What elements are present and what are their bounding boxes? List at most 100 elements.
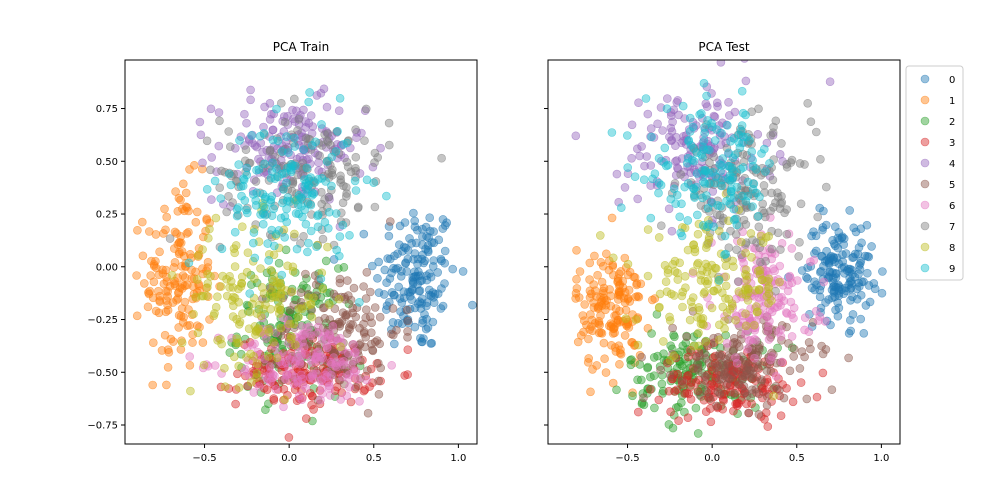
point	[299, 342, 309, 352]
point	[854, 243, 864, 252]
point	[240, 196, 250, 205]
point	[668, 259, 678, 269]
point	[214, 108, 224, 117]
point	[294, 304, 304, 313]
point	[159, 229, 168, 238]
point	[682, 332, 692, 342]
point	[210, 176, 220, 186]
point	[266, 198, 275, 207]
point	[273, 136, 283, 146]
point	[755, 340, 764, 350]
point	[738, 108, 748, 118]
point	[629, 272, 639, 282]
point	[666, 289, 676, 299]
point	[627, 120, 637, 130]
point	[138, 251, 148, 261]
point	[733, 277, 743, 286]
point	[302, 323, 311, 333]
point	[743, 344, 752, 354]
point	[238, 222, 247, 231]
point	[307, 312, 317, 322]
point	[290, 340, 300, 350]
point	[827, 385, 837, 395]
x-tick-label: −0.5	[192, 453, 216, 464]
chart-title: PCA Train	[273, 40, 329, 54]
point	[268, 125, 278, 135]
point	[597, 277, 607, 287]
point	[163, 362, 173, 372]
point	[742, 366, 752, 375]
point	[789, 313, 798, 323]
point	[251, 177, 261, 186]
point	[204, 233, 213, 243]
point	[335, 232, 345, 241]
point	[302, 274, 311, 283]
series-6	[688, 213, 830, 381]
point	[721, 281, 731, 291]
legend-label: 7	[949, 222, 955, 233]
point	[258, 219, 268, 229]
point	[294, 312, 303, 322]
point	[400, 371, 410, 380]
point	[184, 258, 194, 268]
point	[729, 333, 739, 343]
point	[620, 331, 630, 340]
point	[765, 159, 774, 168]
point	[584, 354, 594, 363]
point	[250, 225, 259, 234]
point	[165, 234, 175, 243]
point	[611, 304, 621, 313]
point	[250, 141, 260, 150]
point	[154, 270, 164, 280]
point	[384, 222, 394, 231]
point	[240, 156, 250, 166]
point	[232, 314, 241, 324]
point	[155, 297, 165, 307]
point	[276, 148, 286, 157]
point	[647, 295, 657, 305]
point	[329, 353, 339, 362]
point	[403, 327, 412, 336]
point	[621, 314, 631, 323]
point	[324, 298, 334, 308]
point	[634, 98, 643, 107]
pca-train-panel: −0.5 0.0 0.5 1.0 −0.75 −0.50 −0.25 0.00 0.25 0.50…	[87, 40, 478, 464]
point	[243, 248, 253, 257]
point	[237, 279, 247, 288]
point	[627, 154, 636, 163]
point	[815, 203, 825, 213]
point	[587, 315, 597, 325]
point	[732, 339, 742, 348]
point	[764, 298, 773, 308]
point	[725, 304, 735, 314]
point	[775, 150, 785, 159]
legend-marker	[920, 158, 930, 168]
point	[767, 352, 777, 361]
point	[747, 399, 756, 409]
point	[806, 344, 815, 354]
point	[368, 346, 378, 356]
point	[306, 145, 316, 154]
point	[211, 302, 221, 312]
point	[261, 372, 271, 381]
point	[785, 366, 795, 376]
point	[210, 361, 220, 370]
point	[674, 110, 683, 120]
point	[220, 363, 229, 373]
point	[829, 253, 839, 263]
point	[409, 208, 418, 218]
point	[315, 356, 325, 366]
point	[688, 117, 698, 127]
point	[305, 311, 315, 320]
point	[676, 228, 686, 238]
point	[276, 98, 286, 108]
point	[744, 408, 753, 418]
point	[440, 279, 449, 288]
point	[807, 322, 817, 331]
point	[282, 204, 291, 214]
point	[328, 321, 338, 331]
point	[793, 276, 802, 285]
point	[292, 244, 302, 254]
point	[289, 379, 299, 389]
